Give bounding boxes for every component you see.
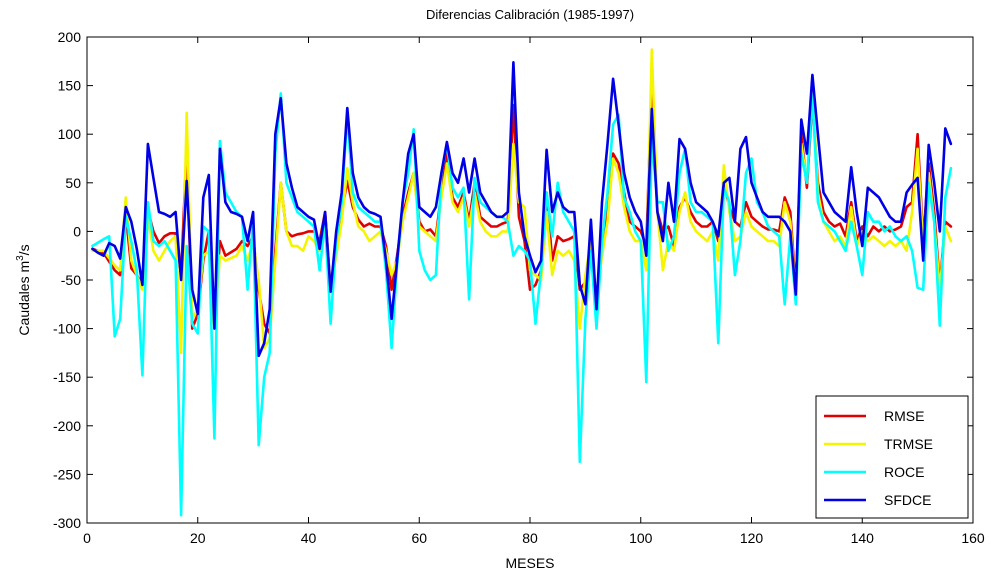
y-tick-label: -100 [53,321,81,337]
x-tick-label: 0 [83,530,91,546]
y-tick-label: -150 [53,369,81,385]
y-tick-label: -200 [53,418,81,434]
x-tick-label: 160 [961,530,985,546]
y-axis-label-tail: /s [16,244,32,255]
x-axis-label: MESES [505,555,554,571]
y-tick-label: -50 [61,272,81,288]
x-tick-label: 60 [411,530,427,546]
y-tick-label: 50 [65,175,81,191]
legend-label-roce: ROCE [884,464,924,480]
plot-area [91,48,953,517]
y-tick-label: 0 [73,223,81,239]
y-tick-label: -250 [53,466,81,482]
chart-title: Diferencias Calibración (1985-1997) [426,7,634,22]
x-tick-label: 140 [851,530,875,546]
y-axis-label: Caudales m3/s [15,244,32,335]
x-tick-label: 40 [301,530,317,546]
axis-ticks: 0 20 40 60 80 100 120 140 160 -300 -250 -200 -150 -10… [53,29,985,546]
legend: RMSE TRMSE ROCE SFDCE [815,395,969,519]
y-tick-label: 200 [58,29,82,45]
y-axis-label-main: Caudales m [16,261,32,336]
series-line-sfdce [91,61,953,358]
x-tick-label: 120 [740,530,764,546]
legend-label-trmse: TRMSE [884,436,933,452]
y-tick-label: 150 [58,78,82,94]
y-tick-label: -300 [53,515,81,531]
series-line-roce [91,92,953,517]
y-tick-label: 100 [58,126,82,142]
y-axis-label-superscript: 3 [15,255,26,261]
legend-label-rmse: RMSE [884,408,924,424]
x-tick-label: 100 [629,530,653,546]
x-tick-label: 80 [522,530,538,546]
legend-label-sfdce: SFDCE [884,492,931,508]
x-tick-label: 20 [190,530,206,546]
